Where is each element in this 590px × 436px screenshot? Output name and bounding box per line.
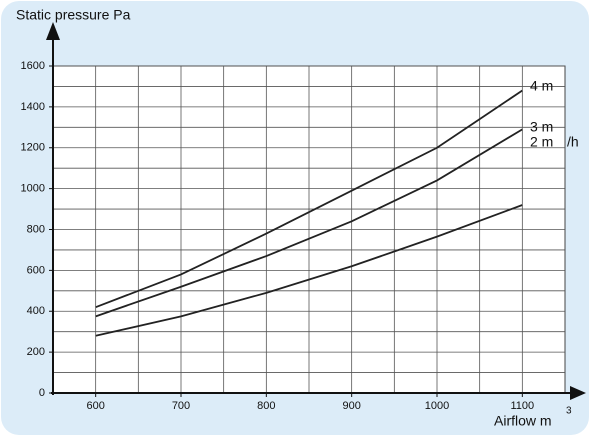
y-tick-label: 400 [27, 305, 45, 317]
x-tick-label: 1000 [425, 400, 449, 412]
x-tick-label: 600 [86, 400, 104, 412]
x-axis-label: Airflow m [494, 413, 552, 429]
chart-title: Static pressure Pa [16, 7, 131, 23]
y-tick-label: 1000 [21, 183, 45, 195]
annotation: /h [567, 134, 579, 150]
y-tick-label: 600 [27, 264, 45, 276]
y-tick-label: 800 [27, 223, 45, 235]
series-label: 4 m [530, 78, 553, 94]
y-axis-arrow [46, 22, 60, 40]
series-line [95, 89, 523, 309]
series-label: 2 m [530, 134, 553, 150]
y-tick-label: 1200 [21, 142, 45, 154]
x-tick-label: 1100 [511, 400, 535, 412]
y-tick-label: 1400 [21, 101, 45, 113]
series-line [95, 128, 523, 318]
y-tick-label: 200 [27, 346, 45, 358]
series-label: 3 m [530, 119, 553, 135]
x-tick-label: 900 [342, 400, 360, 412]
x-tick-label: 700 [172, 400, 190, 412]
x-tick-label: 800 [257, 400, 275, 412]
series-line [95, 204, 523, 337]
y-tick-label: 0 [39, 387, 45, 399]
x-axis-label-sup: 3 [566, 406, 572, 417]
x-axis-arrow [570, 386, 586, 400]
y-tick-label: 1600 [21, 60, 45, 72]
